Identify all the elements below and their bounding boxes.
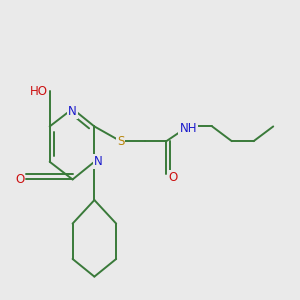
Text: HO: HO — [29, 85, 47, 98]
Text: O: O — [15, 173, 24, 186]
Text: O: O — [169, 171, 178, 184]
Text: NH: NH — [179, 122, 197, 135]
Text: N: N — [68, 105, 77, 118]
Text: N: N — [94, 155, 103, 168]
Text: S: S — [117, 135, 124, 148]
